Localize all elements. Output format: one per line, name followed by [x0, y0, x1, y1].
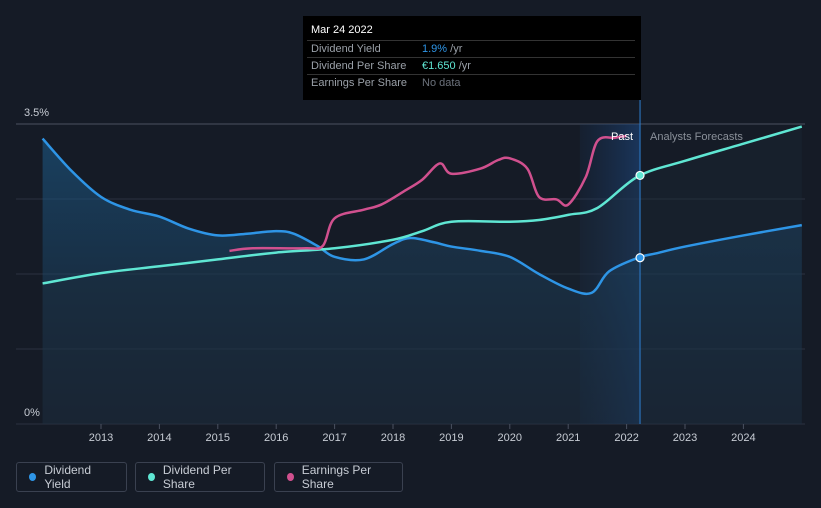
series-lines [41, 125, 803, 296]
x-tick-label: 2013 [89, 432, 113, 444]
tooltip-label: Dividend Per Share [311, 60, 407, 72]
x-tick-label: 2014 [147, 432, 171, 444]
area-fills [42, 126, 802, 425]
y-tick-label-bottom: 0% [24, 407, 40, 419]
tooltip-row-dividend-yield: Dividend Yield 1.9% /yr [307, 40, 635, 57]
legend-item-dividend-yield[interactable]: Dividend Yield [16, 462, 127, 492]
y-tick-label-top: 3.5% [24, 107, 49, 119]
tooltip-label: Earnings Per Share [311, 77, 407, 89]
legend-item-dividend-per-share[interactable]: Dividend Per Share [135, 462, 265, 492]
past-label: Past [611, 131, 633, 143]
x-tick-label: 2019 [439, 432, 463, 444]
tooltip-value: 1.9% [422, 43, 448, 55]
line-dividend-yield [41, 137, 803, 296]
x-tick-label: 2023 [673, 432, 697, 444]
marker-dividend-yield [635, 253, 645, 263]
area-dividend-per-share [42, 126, 802, 425]
x-tick-label: 2017 [322, 432, 346, 444]
x-tick-label: 2022 [614, 432, 638, 444]
hover-markers [635, 170, 645, 263]
line-earnings-per-share [229, 134, 627, 253]
legend-label: Earnings Per Share [301, 463, 372, 491]
x-axis-ticks: 2013 2014 2015 2016 2017 2018 2019 2020 2021 2022… [89, 424, 756, 444]
legend-dot-icon [29, 473, 37, 481]
x-tick-label: 2024 [731, 432, 755, 444]
legend-dot-icon [148, 473, 155, 481]
legend-item-earnings-per-share[interactable]: Earnings Per Share [274, 462, 403, 492]
forecast-label: Analysts Forecasts [650, 131, 743, 143]
tooltip-row-earnings-per-share: Earnings Per Share No data [307, 74, 635, 91]
tooltip-unit: /yr [447, 43, 463, 55]
tooltip-value: €1.650 [422, 60, 456, 72]
tooltip-date: Mar 24 2022 [311, 24, 373, 36]
tooltip-value: No data [422, 77, 461, 89]
x-tick-label: 2021 [556, 432, 580, 444]
line-dividend-per-share [42, 125, 803, 285]
legend-label: Dividend Per Share [162, 463, 232, 491]
tooltip-row-dividend-per-share: Dividend Per Share €1.650 /yr [307, 57, 635, 74]
area-dividend-yield [42, 138, 802, 425]
legend-dot-icon [287, 473, 294, 481]
x-tick-label: 2018 [381, 432, 405, 444]
x-tick-label: 2016 [264, 432, 288, 444]
tooltip-label: Dividend Yield [311, 43, 381, 55]
tooltip: Mar 24 2022 Dividend Yield 1.9% /yr Divi… [303, 16, 641, 100]
x-tick-label: 2015 [206, 432, 230, 444]
x-tick-label: 2020 [498, 432, 522, 444]
marker-dividend-per-share [635, 170, 645, 181]
tooltip-unit: /yr [455, 60, 471, 72]
legend-label: Dividend Yield [44, 463, 92, 491]
